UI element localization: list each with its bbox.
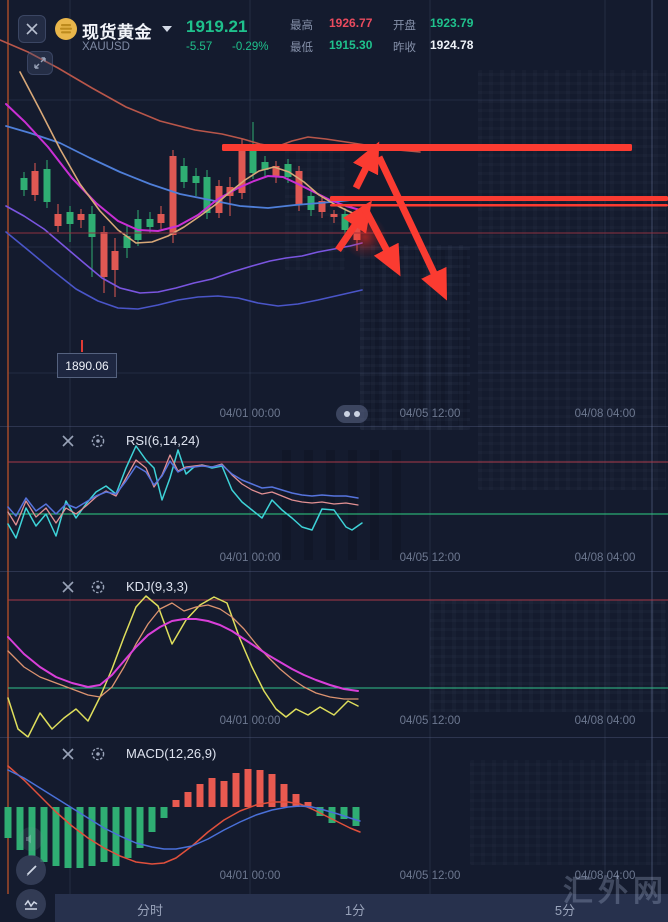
resistance-line[interactable] [330, 196, 668, 201]
mute-audio-button[interactable] [19, 827, 43, 851]
prev-close-label: 昨收 [393, 42, 416, 54]
timeframe-1min[interactable]: 1分 [344, 903, 366, 918]
close-chart-button[interactable] [18, 15, 46, 43]
gear-icon [91, 747, 105, 761]
gold-coin-icon [55, 18, 77, 40]
time-tick: 04/05 12:00 [399, 408, 461, 420]
magenta-ma [5, 103, 361, 232]
time-tick: 04/05 12:00 [399, 870, 461, 882]
time-tick: 04/08 04:00 [574, 408, 636, 420]
kdj-close-button[interactable] [59, 578, 77, 596]
time-tick: 04/01 00:00 [219, 552, 281, 564]
time-tick: 04/08 04:00 [574, 870, 636, 882]
symbol-code: XAUUSD [82, 41, 130, 53]
pagination-dots[interactable] [336, 405, 368, 423]
time-tick: 04/05 12:00 [399, 552, 461, 564]
time-tick: 04/08 04:00 [574, 552, 636, 564]
prev-close-value: 1924.78 [430, 38, 474, 52]
up-arrow-1[interactable] [352, 141, 380, 190]
gear-icon [91, 580, 105, 594]
price-change-pct: -0.29% [232, 41, 269, 53]
panel-separator [0, 737, 668, 738]
rsi-close-button[interactable] [59, 432, 77, 450]
indigo-lower-band [5, 231, 363, 310]
down-arrow-long[interactable] [375, 155, 447, 301]
speaker-icon [26, 834, 31, 844]
gear-icon [91, 434, 105, 448]
macd-dea-blue [7, 769, 361, 850]
resistance-line[interactable] [330, 204, 668, 207]
panel-separator [0, 426, 668, 427]
up-arrow-2[interactable] [335, 200, 372, 252]
rsi-settings-button[interactable] [89, 432, 107, 450]
macd-close-button[interactable] [59, 745, 77, 763]
close-icon [26, 23, 38, 35]
time-tick: 04/08 04:00 [574, 715, 636, 727]
kdj-j-magenta [7, 618, 359, 692]
last-price: 1919.21 [186, 17, 248, 36]
macd-settings-button[interactable] [89, 745, 107, 763]
pencil-icon [26, 864, 37, 876]
kdj-settings-button[interactable] [89, 578, 107, 596]
low-value: 1915.30 [329, 38, 373, 52]
macd-title: MACD(12,26,9) [126, 746, 217, 761]
close-icon [62, 581, 74, 593]
indicator-tool-button[interactable] [16, 889, 46, 919]
rsi24-blue [7, 460, 359, 517]
kdj-d-salmon [7, 602, 359, 700]
close-icon [62, 435, 74, 447]
collapse-chart-button[interactable] [27, 51, 53, 75]
time-tick: 04/01 00:00 [219, 408, 281, 420]
timeframe-fenshi[interactable]: 分时 [136, 903, 164, 918]
kdj-title: KDJ(9,3,3) [126, 579, 189, 594]
resistance-line[interactable] [222, 144, 632, 151]
upper-band-ma [0, 39, 421, 153]
high-label: 最高 [290, 20, 313, 32]
tan-ma [19, 71, 361, 244]
panel-separator [0, 571, 668, 572]
blue-ma [5, 125, 361, 209]
high-value: 1926.77 [329, 16, 373, 30]
wave-chart-icon [24, 899, 38, 910]
collapse-arrows-icon [34, 57, 46, 69]
chart-canvas[interactable] [0, 0, 668, 894]
draw-tool-button[interactable] [16, 855, 46, 885]
time-tick: 04/05 12:00 [399, 715, 461, 727]
macd-dif-red [7, 765, 361, 865]
chevron-down-icon[interactable] [162, 26, 172, 32]
timeframe-toolbar: 分时 1分 5分 [55, 894, 668, 922]
violet-lower-band [5, 205, 363, 294]
time-tick: 04/01 00:00 [219, 870, 281, 882]
timeframe-5min[interactable]: 5分 [554, 903, 576, 918]
macd-histogram [4, 769, 360, 868]
rsi6-cyan [7, 445, 363, 539]
low-label: 最低 [290, 42, 313, 54]
price-tag-label[interactable]: 1890.06 [57, 353, 117, 378]
close-icon [62, 748, 74, 760]
symbol-name[interactable]: 现货黄金 [82, 23, 152, 42]
down-arrow-2[interactable] [360, 205, 401, 277]
price-change: -5.57 [186, 41, 213, 53]
rsi-title: RSI(6,14,24) [126, 433, 200, 448]
open-value: 1923.79 [430, 16, 474, 30]
kdj-k-yellow [7, 595, 359, 738]
open-label: 开盘 [393, 20, 416, 32]
time-tick: 04/01 00:00 [219, 715, 281, 727]
